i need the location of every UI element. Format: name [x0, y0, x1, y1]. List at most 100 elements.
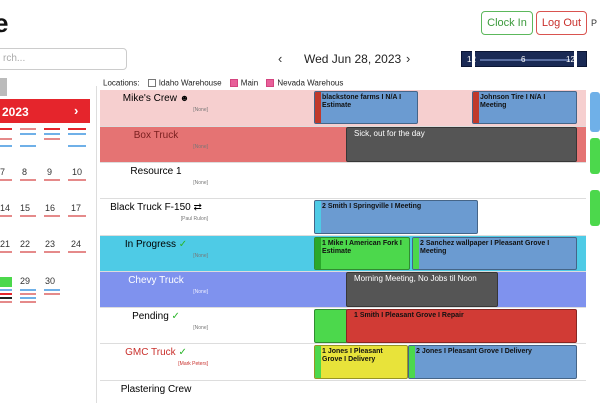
row-timeline[interactable] [212, 381, 586, 403]
job-status-stripe [315, 346, 321, 378]
row-timeline[interactable]: 1 Smith I Pleasant Grove I Repair [212, 308, 586, 343]
row-timeline[interactable]: 2 Smith I Springville I Meeting [212, 199, 586, 235]
job-block[interactable]: 1 Smith I Pleasant Grove I Repair [346, 309, 577, 343]
resource-cell[interactable]: Black Truck F-150 ⇄ [Paul Rulon] [100, 199, 212, 235]
job-block[interactable]: Sick, out for the day [346, 127, 577, 162]
resource-name-line: GMC Truck ✓ [100, 347, 212, 358]
date-navigator: ‹ Wed Jun 28, 2023 › [278, 51, 418, 69]
zoom-left-handle[interactable] [472, 51, 475, 67]
calendar-day[interactable]: 24 [71, 239, 82, 249]
resource-name: Mike's Crew [122, 93, 177, 104]
calendar-event-bar [44, 251, 60, 253]
calendar-day[interactable]: 15 [20, 203, 31, 213]
row-timeline[interactable]: Morning Meeting, No Jobs til Noon [212, 272, 586, 307]
resource-name: Pending [132, 311, 169, 322]
job-block[interactable]: Johnson Tire I N/A I Meeting [472, 91, 577, 124]
resource-cell[interactable]: Resource 1 [None] [100, 163, 212, 198]
resource-row: Plastering Crew [100, 381, 586, 403]
resource-cell[interactable]: Plastering Crew [100, 381, 212, 403]
job-status-stripe [315, 92, 321, 123]
calendar-event-bar [20, 145, 36, 147]
calendar-day[interactable]: 7 [0, 167, 6, 177]
side-tab-green[interactable] [590, 138, 600, 174]
calendar-event-bar [68, 133, 86, 135]
resource-row: In Progress ✓ [None] 1 Mike I American F… [100, 236, 586, 272]
job-block[interactable]: 2 Smith I Springville I Meeting [314, 200, 478, 234]
location-checkbox-idaho[interactable] [147, 78, 156, 87]
calendar-day[interactable]: 30 [45, 276, 56, 286]
calendar-event-bar [20, 133, 36, 135]
locations-label: Locations: [103, 78, 140, 88]
clock-in-button[interactable]: Clock In [481, 11, 533, 35]
row-timeline[interactable]: 1 Mike I American Fork I Estimate 2 Sanc… [212, 236, 586, 271]
row-timeline[interactable] [212, 163, 586, 198]
resource-name: Box Truck [133, 130, 179, 141]
calendar-day[interactable]: 17 [71, 203, 82, 213]
resource-cell[interactable]: In Progress ✓ [None] [100, 236, 212, 271]
mini-calendar: 7 8 9 10 14 15 16 17 21 22 23 24 28 29 3… [0, 123, 90, 403]
time-zoom-slider[interactable]: 12 6 12 [461, 51, 587, 67]
calendar-event-bar [20, 289, 36, 291]
resource-assignee: [Mark Peters] [178, 361, 208, 367]
next-day-button[interactable]: › [406, 51, 411, 66]
job-block[interactable]: Morning Meeting, No Jobs til Noon [346, 272, 498, 307]
resource-row: Pending ✓ [None] 1 Smith I Pleasant Grov… [100, 308, 586, 344]
side-tab-blue[interactable] [590, 92, 600, 132]
location-checkbox-nevada[interactable] [266, 78, 275, 87]
calendar-event-bar [0, 215, 12, 217]
job-block[interactable]: 1 Jones I Pleasant Grove I Delivery [314, 345, 408, 379]
resource-name: GMC Truck [125, 347, 176, 358]
job-label: 2 Smith I Springville I Meeting [322, 203, 422, 210]
job-label: 2 Sanchez wallpaper I Pleasant Grove I M… [420, 240, 550, 255]
app-title: e [0, 8, 9, 38]
side-tab-green[interactable] [590, 190, 600, 226]
zoom-mid-label: 6 [521, 55, 526, 64]
resource-assignee: [Paul Rulon] [180, 216, 208, 222]
resource-name: Black Truck F-150 [110, 202, 191, 213]
job-block[interactable]: 2 Jones I Pleasant Grove I Delivery [408, 345, 577, 379]
calendar-event-bar [20, 293, 36, 295]
calendar-day[interactable]: 14 [0, 203, 11, 213]
calendar-day[interactable]: 21 [0, 239, 11, 249]
resource-cell[interactable]: Chevy Truck [None] [100, 272, 212, 307]
resource-name: Chevy Truck [128, 275, 184, 286]
resource-name-line: Pending ✓ [100, 311, 212, 322]
search-input[interactable]: rch... [0, 48, 127, 70]
job-block[interactable] [314, 309, 348, 343]
resource-cell[interactable]: Mike's Crew ☻ [None] [100, 90, 212, 126]
log-out-button[interactable]: Log Out [536, 11, 587, 35]
location-label: Nevada Warehous [277, 78, 344, 88]
calendar-day[interactable]: 29 [20, 276, 31, 286]
prev-day-button[interactable]: ‹ [278, 51, 283, 66]
calendar-event-bar [20, 128, 36, 130]
row-timeline[interactable]: 1 Jones I Pleasant Grove I Delivery 2 Jo… [212, 344, 586, 380]
calendar-day[interactable]: 8 [22, 167, 28, 177]
calendar-collapse-tab[interactable] [0, 78, 7, 96]
job-block[interactable]: 1 Mike I American Fork I Estimate [314, 237, 410, 270]
calendar-event-bar [0, 138, 12, 140]
resource-name: Resource 1 [130, 166, 182, 177]
shuffle-icon: ⇄ [193, 202, 202, 213]
calendar-day[interactable]: 22 [20, 239, 31, 249]
calendar-event-bar [0, 289, 12, 291]
calendar-day[interactable]: 16 [45, 203, 56, 213]
resource-cell[interactable]: Pending ✓ [None] [100, 308, 212, 343]
row-timeline[interactable]: Sick, out for the day [212, 127, 586, 162]
zoom-right-handle[interactable] [574, 51, 577, 67]
job-block[interactable]: 2 Sanchez wallpaper I Pleasant Grove I M… [412, 237, 577, 270]
user-menu[interactable]: P [591, 18, 598, 28]
calendar-day[interactable]: 9 [47, 167, 53, 177]
calendar-day[interactable]: 23 [45, 239, 56, 249]
calendar-event-bar [0, 179, 12, 181]
resource-cell[interactable]: Box Truck [None] [100, 127, 212, 162]
row-timeline[interactable]: blackstone farms I N/A I Estimate Johnso… [212, 90, 586, 126]
resource-assignee: [None] [193, 289, 208, 295]
resource-cell[interactable]: GMC Truck ✓ [Mark Peters] [100, 344, 212, 380]
resource-row: Black Truck F-150 ⇄ [Paul Rulon] 2 Smith… [100, 199, 586, 236]
people-icon: ☻ [179, 93, 190, 103]
calendar-next-button[interactable]: › [74, 103, 79, 118]
calendar-day[interactable]: 10 [72, 167, 83, 177]
job-block[interactable]: blackstone farms I N/A I Estimate [314, 91, 418, 124]
calendar-event-bar [44, 215, 60, 217]
location-checkbox-main[interactable] [229, 78, 238, 87]
